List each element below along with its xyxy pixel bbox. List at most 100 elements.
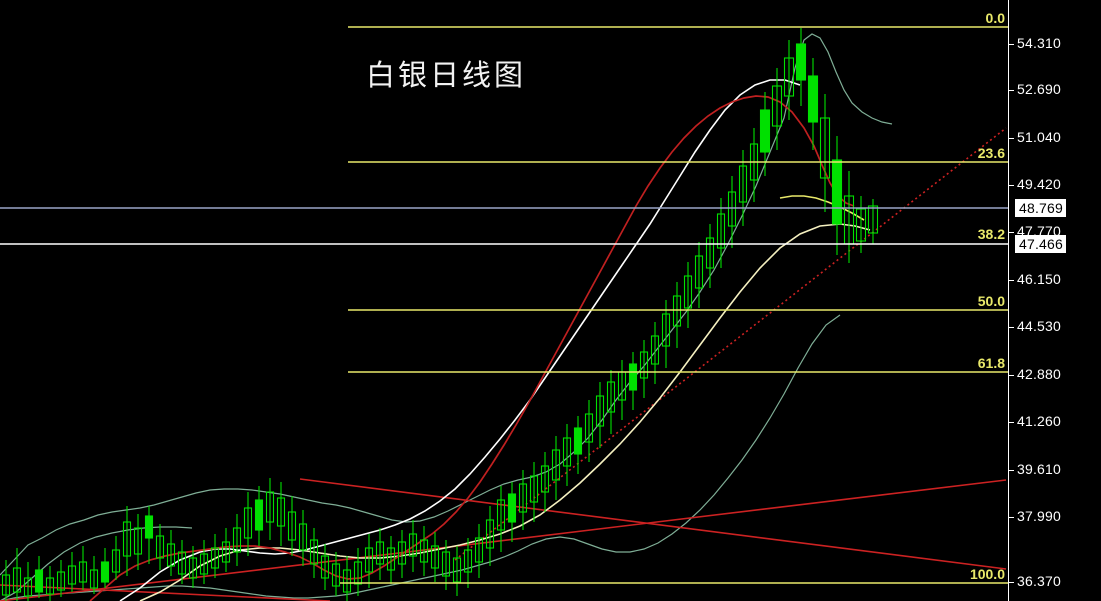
fibonacci-label: 38.2 xyxy=(977,226,1005,242)
candle xyxy=(819,94,831,212)
candle xyxy=(331,552,341,596)
fibonacci-label: 0.0 xyxy=(985,10,1005,26)
candle xyxy=(650,322,660,384)
candle xyxy=(672,282,682,348)
candle xyxy=(342,556,352,601)
candle xyxy=(386,536,396,584)
axis-tick-label: 36.370 xyxy=(1017,573,1062,589)
axis-tick-mark xyxy=(1009,232,1014,233)
candle xyxy=(1,560,11,601)
axis-tick-label: 52.690 xyxy=(1017,81,1062,97)
candle xyxy=(287,496,297,556)
axis-tick-mark xyxy=(1009,138,1014,139)
axis-tick-mark xyxy=(1009,90,1014,91)
axis-tick-label: 46.150 xyxy=(1017,271,1062,287)
candle xyxy=(265,478,275,540)
candle xyxy=(441,540,451,590)
candle xyxy=(831,136,843,255)
candle xyxy=(783,40,795,120)
candle xyxy=(166,530,176,576)
candle xyxy=(683,262,693,328)
candle xyxy=(807,58,819,150)
trendlines xyxy=(0,127,1007,601)
price-tag[interactable]: 47.466 xyxy=(1015,235,1067,253)
chart-canvas xyxy=(0,26,1008,601)
chart-title: 白银日线图 xyxy=(366,58,527,92)
candle xyxy=(759,92,771,176)
candle xyxy=(122,506,132,576)
price-axis[interactable]: 54.310 52.690 51.040 49.420 47.770 46.150 44.5… xyxy=(1008,0,1101,601)
candle xyxy=(463,538,473,588)
candle xyxy=(353,548,363,596)
fibonacci-label: 100.0 xyxy=(969,566,1005,582)
axis-tick-mark xyxy=(1009,422,1014,423)
candle xyxy=(694,242,704,308)
candle xyxy=(45,566,55,601)
axis-tick-label: 51.040 xyxy=(1017,129,1062,145)
fibonacci-lines xyxy=(340,26,1008,584)
trendline-rising-support xyxy=(0,479,1007,601)
candle xyxy=(584,400,594,462)
axis-tick-label: 44.530 xyxy=(1017,318,1062,334)
axis-tick-label: 54.310 xyxy=(1017,35,1062,51)
axis-tick-mark xyxy=(1009,582,1014,583)
candle xyxy=(188,546,198,588)
candle xyxy=(496,486,506,552)
candle xyxy=(639,340,649,398)
candle xyxy=(551,436,561,500)
fibonacci-label: 23.6 xyxy=(977,145,1005,161)
moving-averages xyxy=(89,79,871,601)
candle xyxy=(705,224,715,288)
axis-tick-mark xyxy=(1009,375,1014,376)
candle xyxy=(507,482,517,542)
candle xyxy=(210,534,220,578)
chart-plot-area[interactable]: 白银日线图 xyxy=(0,0,1008,601)
candle xyxy=(12,548,22,601)
candle xyxy=(562,424,572,486)
candle xyxy=(67,552,77,592)
candle xyxy=(243,492,253,556)
candle xyxy=(518,470,528,530)
axis-tick-mark xyxy=(1009,280,1014,281)
candle xyxy=(474,524,484,578)
candle xyxy=(144,506,154,564)
candle xyxy=(254,486,264,546)
ma-long-yellow xyxy=(139,223,871,601)
candle xyxy=(843,171,855,263)
candle xyxy=(716,198,726,268)
candle xyxy=(34,556,44,598)
candle xyxy=(628,352,638,410)
candle xyxy=(661,300,671,368)
candle xyxy=(540,452,550,512)
candle xyxy=(232,514,242,566)
trendline-falling-resistance xyxy=(299,478,1007,570)
candle xyxy=(408,520,418,572)
candle xyxy=(309,528,319,578)
candle xyxy=(199,540,209,584)
candle xyxy=(276,482,286,546)
ma-short-red xyxy=(89,95,855,601)
axis-tick-label: 49.420 xyxy=(1017,176,1062,192)
candle xyxy=(89,556,99,594)
trendline-rising-dotted xyxy=(454,127,1007,561)
trendline-lower-left xyxy=(0,584,331,601)
candle xyxy=(529,462,539,522)
price-tag[interactable]: 48.769 xyxy=(1015,199,1067,217)
candle xyxy=(419,526,429,576)
axis-tick-mark xyxy=(1009,327,1014,328)
candle xyxy=(771,68,783,150)
candle xyxy=(606,370,616,434)
candle xyxy=(867,199,879,244)
candle xyxy=(573,416,583,474)
candle xyxy=(364,534,374,588)
axis-tick-label: 41.260 xyxy=(1017,413,1062,429)
candle xyxy=(430,532,440,582)
candle xyxy=(320,544,330,590)
candle xyxy=(397,530,407,578)
axis-tick-label: 39.610 xyxy=(1017,461,1062,477)
candle xyxy=(100,548,110,588)
candle xyxy=(375,528,385,580)
candle xyxy=(749,128,759,202)
candle xyxy=(298,510,308,566)
fibonacci-label: 50.0 xyxy=(977,293,1005,309)
